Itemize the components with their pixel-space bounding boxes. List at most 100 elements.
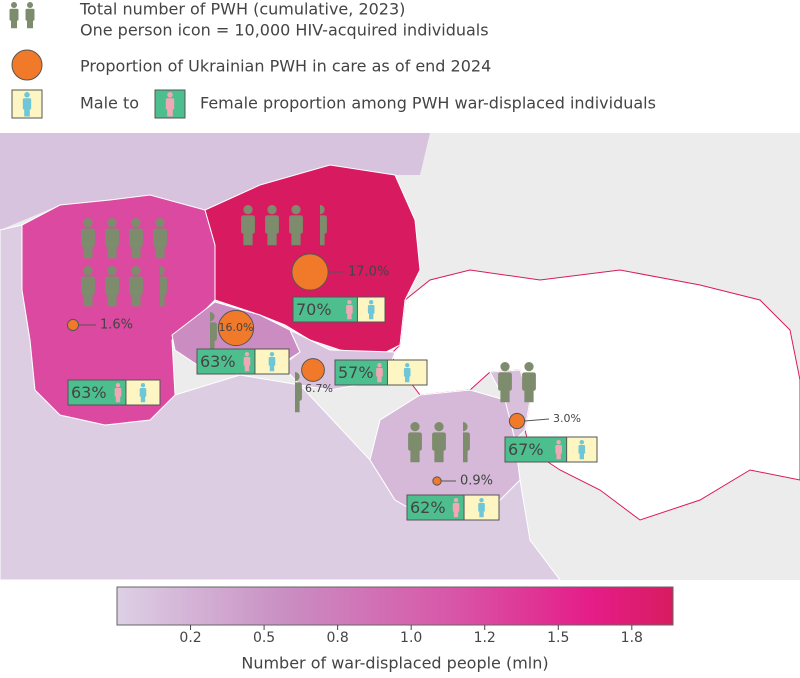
- person-head: [500, 362, 510, 372]
- person-legs: [11, 20, 17, 29]
- colorbar-tick-label: 0.2: [179, 630, 201, 646]
- person-body: [265, 215, 279, 234]
- person-head: [463, 422, 468, 432]
- person-body: [105, 228, 119, 247]
- person-body: [452, 502, 460, 512]
- female-icon: [114, 383, 122, 403]
- person-head: [269, 352, 275, 357]
- person-head: [556, 440, 561, 445]
- female-icon: [555, 440, 562, 460]
- person-legs: [27, 20, 33, 29]
- person-body: [403, 367, 411, 377]
- person-legs: [479, 511, 484, 518]
- person-legs: [167, 108, 173, 117]
- person-icon: [129, 266, 143, 307]
- country: [369, 389, 521, 521]
- person-body: [408, 432, 422, 451]
- legend-text: Total number of PWH (cumulative, 2023): [79, 0, 405, 19]
- person-body: [243, 356, 251, 366]
- person-icon: [432, 422, 446, 463]
- person-head: [131, 218, 141, 228]
- person-head: [405, 363, 410, 368]
- in-care-circle: [217, 309, 255, 347]
- in-care-label: 3.0%: [553, 412, 581, 425]
- female-share-label: 67%: [508, 440, 544, 459]
- person-head: [83, 266, 93, 276]
- person-icon: [498, 362, 512, 403]
- person-body: [114, 387, 122, 397]
- person-icon: [81, 266, 95, 307]
- female-share-label: 63%: [71, 383, 107, 402]
- person-legs: [320, 232, 325, 246]
- person-head: [11, 2, 17, 8]
- legend-male-icon: [22, 92, 32, 117]
- female-share-label: 57%: [338, 363, 374, 382]
- person-icon: [289, 205, 303, 246]
- person-icon: [522, 362, 536, 403]
- female-icon: [346, 300, 353, 320]
- person-body: [165, 98, 175, 110]
- person-legs: [579, 453, 585, 460]
- in-care-circle: [291, 253, 329, 291]
- person-head: [291, 205, 301, 215]
- person-legs: [369, 313, 374, 320]
- person-legs: [244, 365, 250, 372]
- person-head: [107, 266, 117, 276]
- person-legs: [295, 399, 300, 413]
- male-icon: [478, 498, 485, 518]
- person-body: [578, 444, 586, 454]
- person-body: [210, 322, 217, 341]
- person-legs: [500, 389, 510, 403]
- person-head: [155, 218, 165, 228]
- person-head: [244, 352, 250, 357]
- colorbar-tick-label: 1.8: [621, 630, 643, 646]
- colorbar-tick-label: 0.5: [253, 630, 275, 646]
- person-body: [153, 228, 167, 247]
- female-icon: [243, 352, 251, 372]
- person-body: [463, 432, 470, 451]
- person-legs: [155, 245, 165, 259]
- person-legs: [405, 376, 410, 383]
- person-head: [434, 422, 444, 432]
- person-icon: [129, 218, 143, 259]
- colorbar-tick-label: 0.8: [327, 630, 349, 646]
- colorbar-tick-label: 1.0: [400, 630, 422, 646]
- person-body: [346, 304, 353, 314]
- male-icon: [139, 383, 147, 403]
- person-legs: [410, 449, 420, 463]
- person-head: [377, 363, 382, 368]
- person-legs: [347, 313, 352, 320]
- person-legs: [131, 245, 141, 259]
- in-care-label: 6.7%: [305, 382, 333, 395]
- in-care-label: 0.9%: [460, 474, 493, 489]
- legend-circle: [11, 49, 43, 81]
- person-body: [22, 98, 32, 110]
- person-body: [268, 356, 276, 366]
- female-icon: [376, 363, 383, 383]
- person-body: [376, 367, 383, 377]
- male-icon: [367, 300, 375, 320]
- person-body: [555, 444, 562, 454]
- country: [21, 194, 216, 426]
- legend-text: Female proportion among PWH war-displace…: [200, 94, 656, 113]
- person-legs: [140, 396, 146, 403]
- person-head: [347, 300, 352, 305]
- person-icon: [81, 218, 95, 259]
- person-legs: [243, 232, 253, 246]
- person-legs: [291, 232, 301, 246]
- person-head: [369, 300, 374, 305]
- person-head: [579, 440, 585, 445]
- person-icon: [265, 205, 279, 246]
- person-head: [524, 362, 534, 372]
- person-body: [105, 276, 119, 295]
- person-body: [81, 276, 95, 295]
- female-share-label: 62%: [410, 498, 446, 517]
- person-body: [129, 276, 143, 295]
- in-care-circle: [508, 412, 526, 430]
- person-icon: [320, 205, 327, 246]
- person-head: [83, 218, 93, 228]
- in-care-label: 16.0%: [219, 321, 254, 334]
- person-body: [498, 372, 512, 391]
- person-icon: [105, 218, 119, 259]
- person-body: [139, 387, 147, 397]
